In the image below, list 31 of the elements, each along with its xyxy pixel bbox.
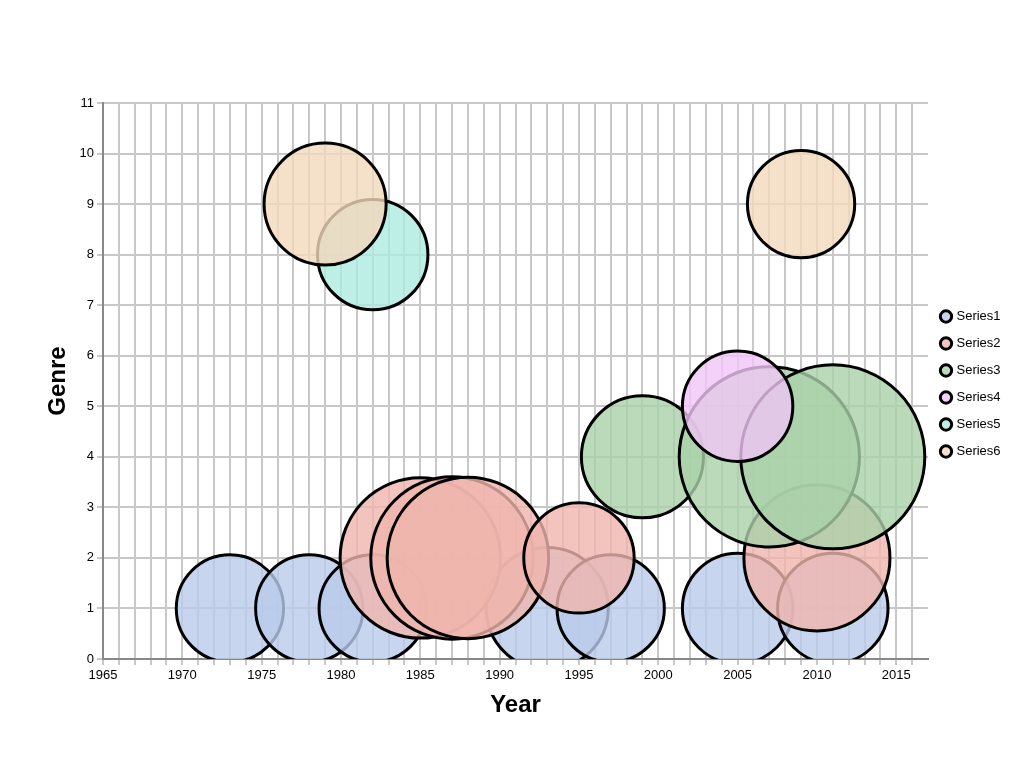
y-tick-label: 5 xyxy=(86,397,94,413)
legend-label: Series1 xyxy=(956,308,1001,324)
legend-label: Series6 xyxy=(956,443,1001,459)
y-tick-label: 8 xyxy=(86,246,94,262)
y-tick-label: 11 xyxy=(80,94,94,110)
y-tick-label: 10 xyxy=(79,145,94,161)
legend-label: Series5 xyxy=(956,416,1001,432)
x-tick-label: 2005 xyxy=(723,667,753,683)
x-tick-label: 1970 xyxy=(167,667,197,683)
x-tick-label: 1965 xyxy=(88,667,118,683)
x-tick-label: 2000 xyxy=(643,667,673,683)
y-tick-label: 6 xyxy=(86,347,94,363)
y-tick-label: 7 xyxy=(86,296,94,312)
y-tick-label: 9 xyxy=(86,195,94,211)
y-tick-label: 0 xyxy=(86,650,94,666)
y-tick-label: 4 xyxy=(86,448,94,464)
y-axis-title: Genre xyxy=(42,346,70,416)
x-tick-label: 1980 xyxy=(326,667,356,683)
y-tick-label: 3 xyxy=(86,498,94,514)
x-tick-label: 2015 xyxy=(881,667,911,683)
legend-label: Series4 xyxy=(956,389,1001,405)
x-tick-label: 1995 xyxy=(564,667,594,683)
y-tick-label: 2 xyxy=(86,549,94,565)
legend-label: Series2 xyxy=(956,335,1001,351)
x-tick-label: 1985 xyxy=(405,667,435,683)
x-tick-label: 1975 xyxy=(247,667,277,683)
x-tick-label: 2010 xyxy=(802,667,832,683)
legend-label: Series3 xyxy=(956,362,1001,378)
x-axis-title: Year xyxy=(490,689,541,717)
x-tick-label: 1990 xyxy=(485,667,515,683)
y-tick-label: 1 xyxy=(86,600,94,616)
